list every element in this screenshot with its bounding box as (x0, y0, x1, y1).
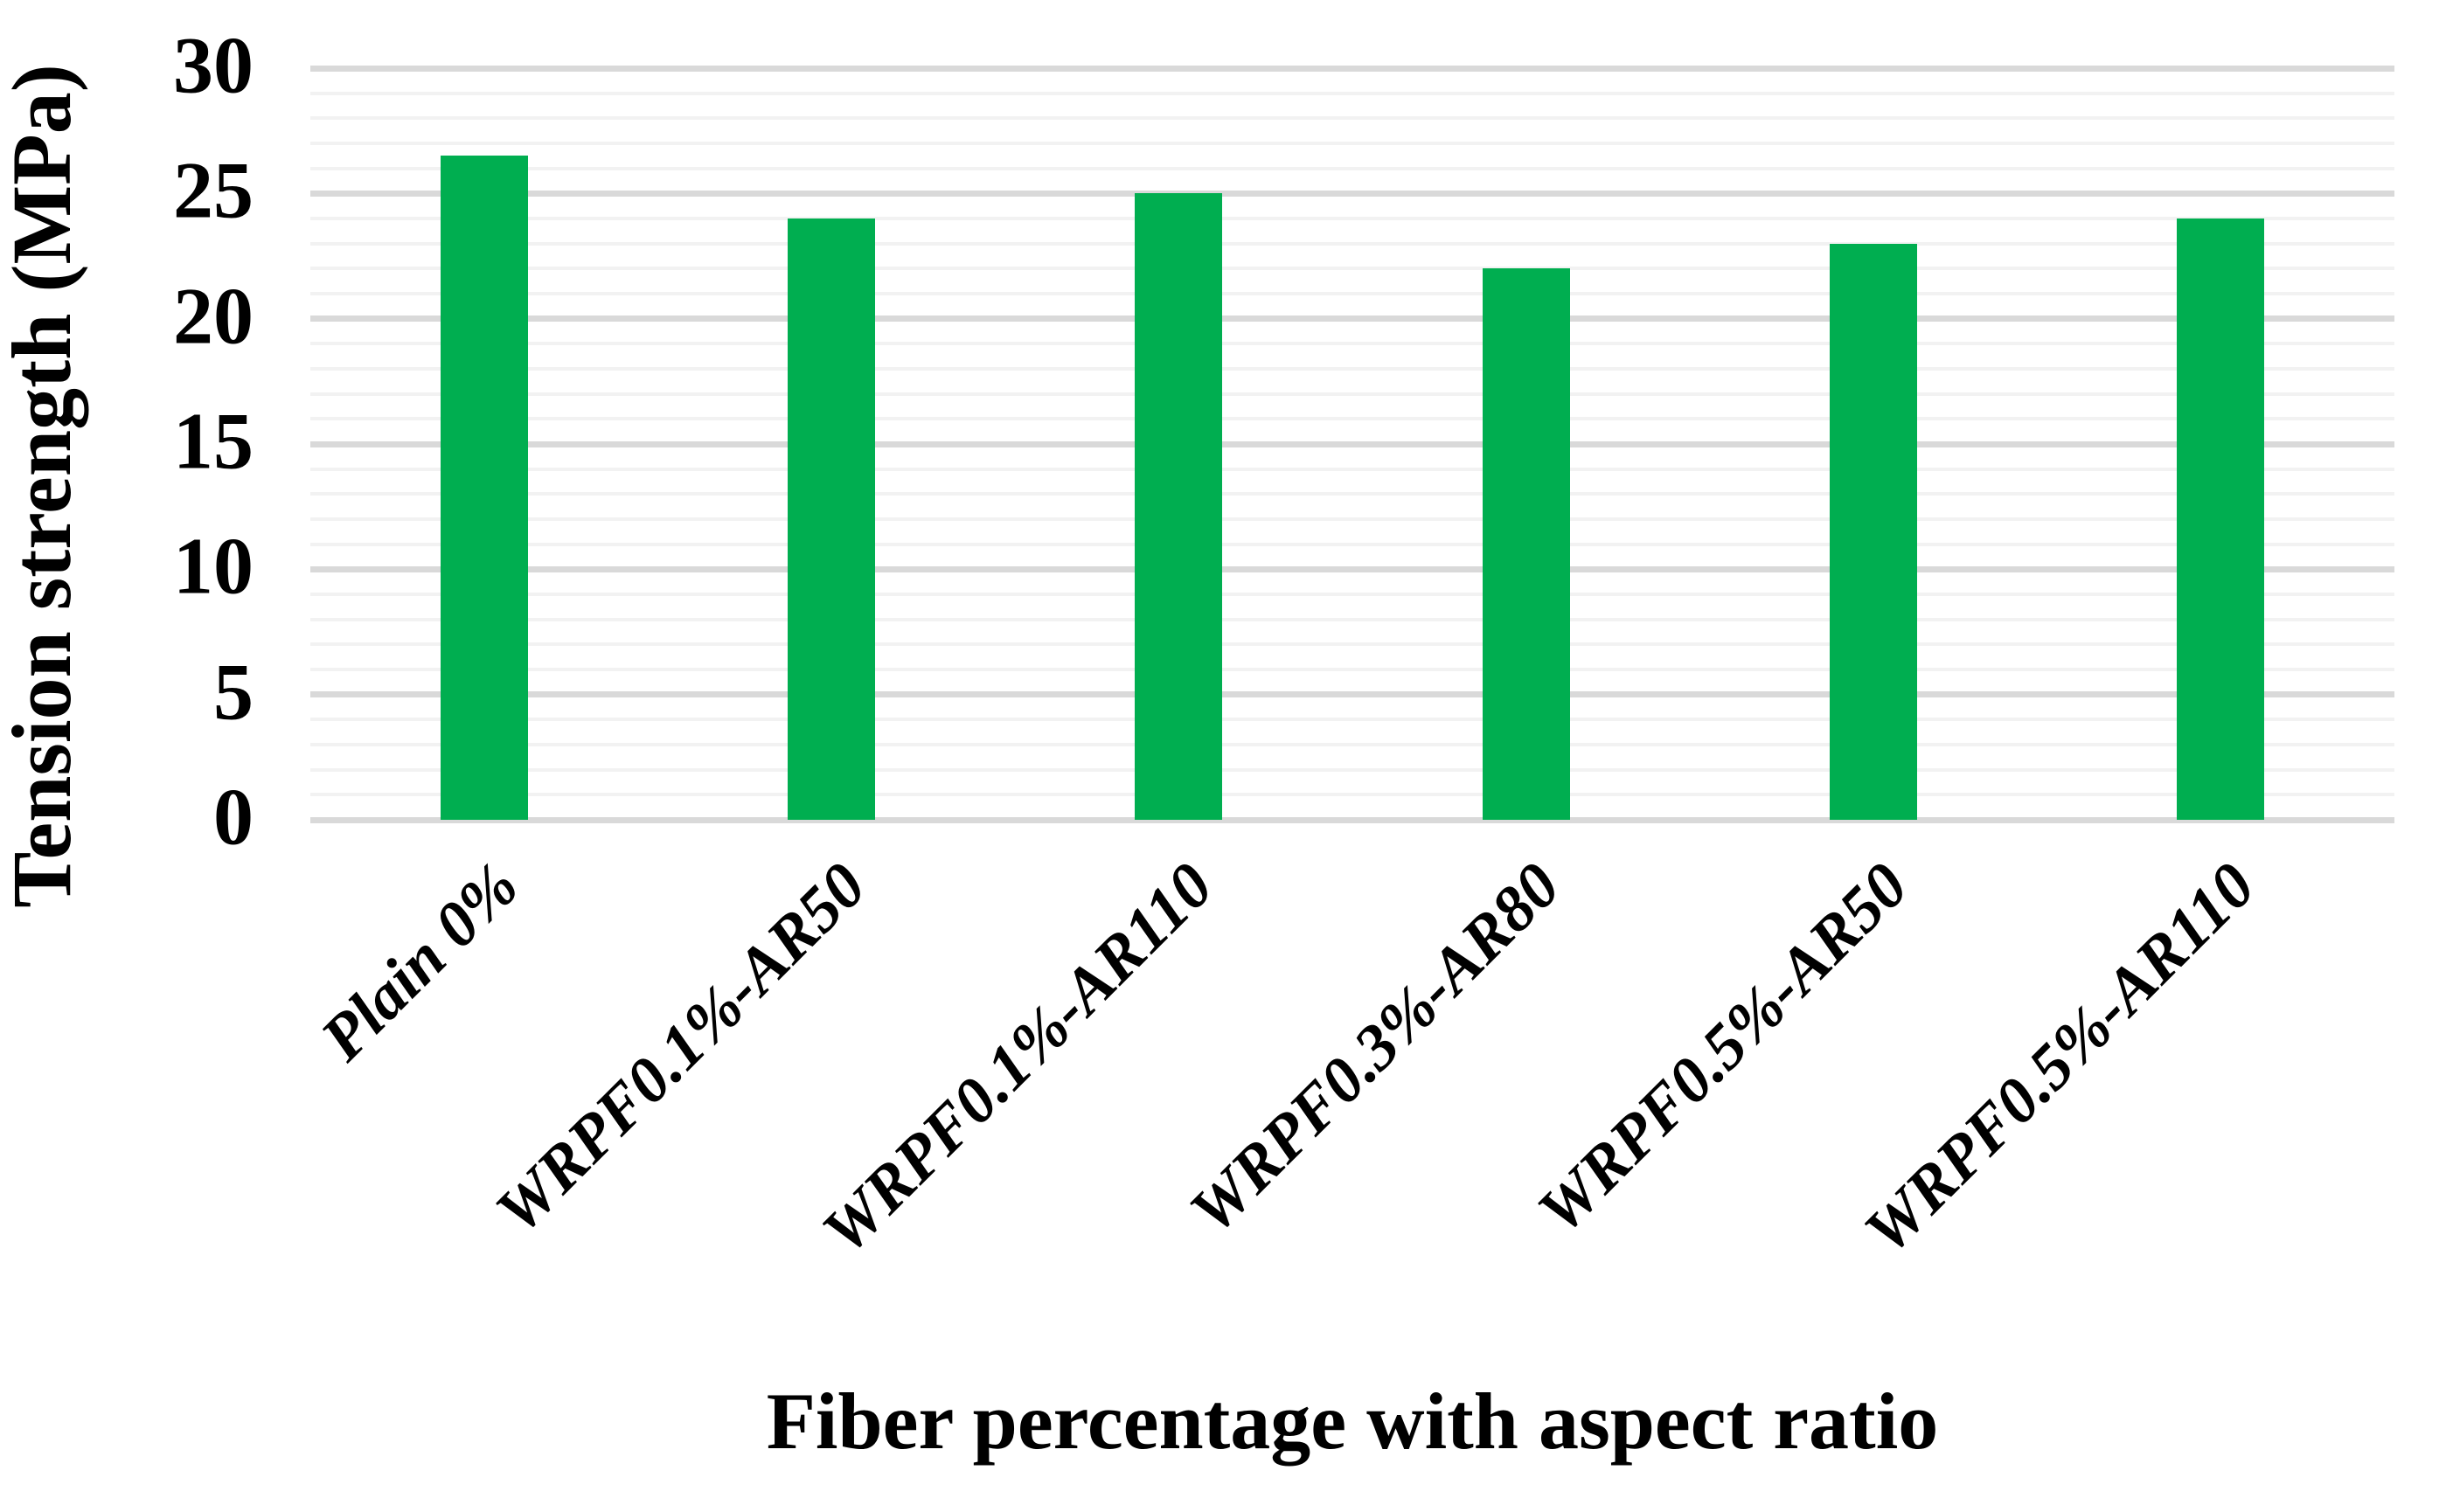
y-tick-label: 15 (173, 396, 254, 486)
gridline-minor (310, 542, 2394, 546)
y-tick-label: 20 (173, 270, 254, 360)
gridline-major (310, 440, 2394, 447)
gridline-minor (310, 642, 2394, 647)
gridline-minor (310, 793, 2394, 797)
y-tick-label: 0 (213, 772, 254, 862)
gridline-minor (310, 617, 2394, 621)
plot-area (310, 65, 2394, 823)
gridline-minor (310, 91, 2394, 95)
gridline-minor (310, 718, 2394, 722)
y-tick-label: 30 (173, 20, 254, 110)
bar-6 (2177, 218, 2265, 820)
gridline-minor (310, 116, 2394, 121)
gridline-major (310, 316, 2394, 323)
gridline-minor (310, 668, 2394, 671)
x-axis-title: Fiber percentage with aspect ratio (766, 1377, 1939, 1466)
gridline-minor (310, 492, 2394, 496)
bar-2 (788, 218, 875, 820)
x-category-label: WRPF0.5%-AR110 (1851, 850, 2269, 1268)
bar-4 (1482, 268, 1570, 820)
gridline-minor (310, 267, 2394, 271)
bar-5 (1830, 243, 1917, 820)
x-category-label: WRPF0.3%-AR80 (1177, 850, 1574, 1247)
gridline-minor (310, 292, 2394, 295)
gridline-minor (310, 417, 2394, 421)
gridline-major (310, 565, 2394, 572)
gridline-minor (310, 342, 2394, 346)
gridline-major (310, 65, 2394, 72)
gridline-minor (310, 743, 2394, 746)
gridline-minor (310, 241, 2394, 246)
gridline-minor (310, 767, 2394, 772)
gridline-minor (310, 593, 2394, 596)
gridline-major (310, 816, 2394, 823)
y-tick-label: 10 (173, 521, 254, 611)
bar-1 (440, 156, 528, 820)
x-category-label: WRPF0.1%-AR110 (809, 850, 1227, 1268)
x-category-label: WRPF0.1%-AR50 (482, 850, 880, 1247)
gridline-minor (310, 217, 2394, 220)
gridline-minor (310, 367, 2394, 371)
gridline-major (310, 691, 2394, 698)
y-tick-label: 25 (173, 145, 254, 235)
bar-3 (1135, 193, 1223, 820)
gridline-major (310, 190, 2394, 197)
x-category-label: Plain 0% (307, 850, 532, 1075)
x-category-label: WRPF0.5%-AR50 (1524, 850, 1922, 1247)
gridline-minor (310, 517, 2394, 521)
gridline-minor (310, 166, 2394, 170)
gridline-minor (310, 142, 2394, 145)
y-tick-label: 5 (213, 646, 254, 736)
gridline-minor (310, 392, 2394, 396)
gridline-minor (310, 467, 2394, 471)
